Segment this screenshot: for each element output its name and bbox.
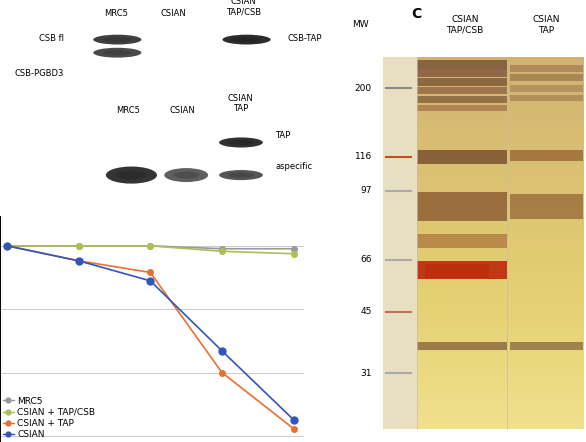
Bar [510,194,583,219]
Line: CSIAN: CSIAN [4,242,297,423]
CSIAN [147,278,154,283]
CSIAN + TAP [4,243,11,248]
Text: CSIAN: CSIAN [161,9,186,18]
Bar [425,264,489,278]
Bar [417,60,507,69]
Bar [417,234,507,248]
Bar [510,74,583,81]
Text: 97: 97 [360,187,372,195]
Text: MW: MW [352,20,369,29]
CSIAN [290,417,297,423]
MRC5 [219,246,226,251]
CSIAN + TAP [147,270,154,275]
Line: CSIAN + TAP: CSIAN + TAP [4,243,297,431]
Text: 116: 116 [355,152,372,161]
Bar [417,78,507,86]
CSIAN + TAP/CSB [75,243,82,248]
Bar [510,65,583,72]
Bar [417,105,507,111]
CSIAN + TAP/CSB [4,243,11,248]
Text: CSIAN
TAP/CSB: CSIAN TAP/CSB [446,15,483,35]
CSIAN [75,258,82,263]
MRC5 [4,243,11,248]
Bar [417,192,507,221]
Text: 66: 66 [360,255,372,264]
Bar [510,95,583,101]
Line: CSIAN + TAP/CSB: CSIAN + TAP/CSB [4,243,297,256]
Bar [417,150,507,164]
Text: CSIAN: CSIAN [170,107,196,115]
CSIAN + TAP [290,426,297,431]
CSIAN + TAP/CSB [147,243,154,248]
Text: CSIAN
TAP: CSIAN TAP [227,94,253,113]
Text: aspecific: aspecific [275,161,312,171]
Text: CSB-PGBD3: CSB-PGBD3 [15,69,64,78]
Text: CSIAN
TAP/CSB: CSIAN TAP/CSB [226,0,261,16]
CSIAN + TAP [75,258,82,263]
Line: MRC5: MRC5 [4,243,297,251]
MRC5 [147,243,154,248]
Text: MRC5: MRC5 [116,107,139,115]
Text: CSB-TAP: CSB-TAP [288,34,322,43]
Bar [510,342,583,350]
Bar [510,150,583,161]
Text: 31: 31 [360,369,372,378]
Text: 45: 45 [360,307,372,316]
Bar [417,96,507,103]
Text: 200: 200 [355,84,372,93]
MRC5 [290,246,297,251]
Text: MRC5: MRC5 [104,9,128,18]
MRC5 [75,243,82,248]
Text: TAP: TAP [275,131,291,140]
Bar [417,261,507,279]
Bar [417,342,507,350]
CSIAN + TAP [219,370,226,375]
Text: CSIAN
TAP: CSIAN TAP [533,15,560,35]
Bar [417,87,507,94]
CSIAN [219,348,226,354]
CSIAN + TAP/CSB [290,251,297,256]
Bar [383,57,417,429]
Bar [417,69,507,77]
CSIAN [4,243,11,248]
Text: CSB fl: CSB fl [39,34,64,43]
Legend: MRC5, CSIAN + TAP/CSB, CSIAN + TAP, CSIAN: MRC5, CSIAN + TAP/CSB, CSIAN + TAP, CSIA… [3,396,95,439]
Text: C: C [411,7,421,21]
CSIAN + TAP/CSB [219,249,226,254]
Bar [510,85,583,92]
